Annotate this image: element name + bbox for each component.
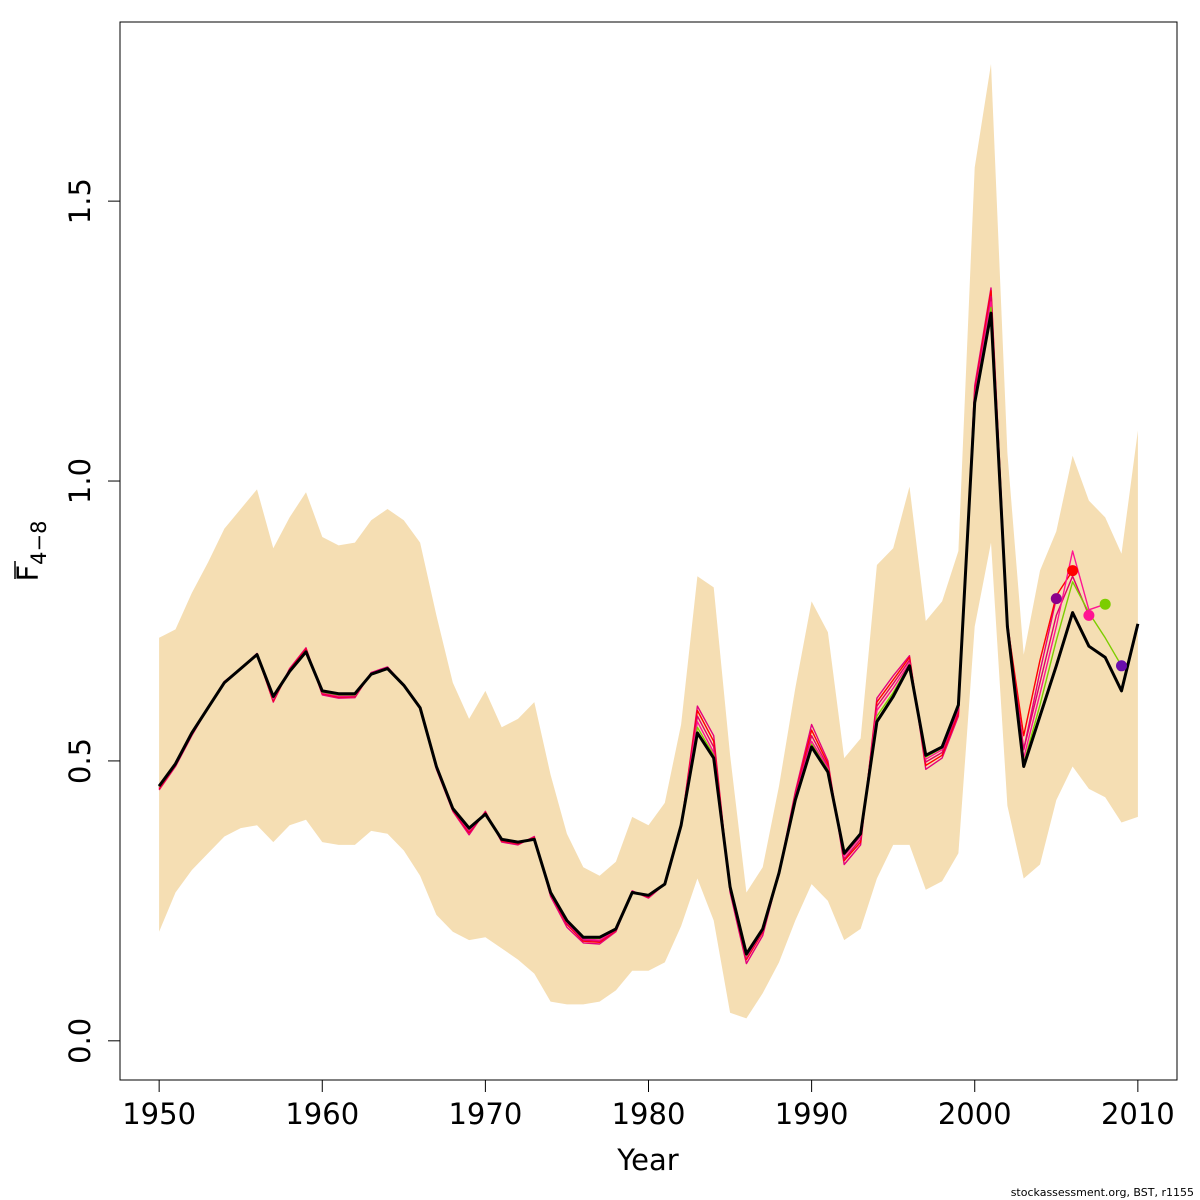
x-tick-label: 1950 [122,1097,196,1131]
y-axis-title: F4−8 [11,520,51,581]
y-axis-title-subscript: 4−8 [27,520,51,564]
y-tick-label: 1.0 [63,458,97,504]
footer-credit: stockassessment.org, BST, r1155 [1011,1186,1194,1199]
x-tick-label: 1960 [285,1097,359,1131]
retro-endpoint-4 [1099,598,1111,610]
x-tick-label: 2000 [938,1097,1012,1131]
svg-text:F4−8: F4−8 [11,520,51,581]
x-axis-title: Year [616,1143,678,1177]
retro-endpoint-5 [1116,660,1127,672]
x-tick-label: 2010 [1101,1097,1175,1131]
x-axis: 1950 1960 1970 1980 1990 2000 2010 [122,1079,1175,1131]
retro-endpoints-layer [1050,565,1127,672]
x-tick-label: 1990 [775,1097,849,1131]
retro-endpoint-2 [1067,565,1079,577]
x-tick-label: 1980 [612,1097,686,1131]
main-line-layer [157,311,1140,956]
confidence-band [159,64,1138,1019]
retro-endpoint-1 [1050,593,1062,605]
plot-area [157,64,1140,1019]
series-line-main [157,311,1140,956]
y-axis: 0.0 0.5 1.0 1.5 [63,178,121,1064]
y-tick-label: 0.0 [63,1018,97,1064]
x-tick-label: 1970 [448,1097,522,1131]
y-tick-label: 0.5 [63,738,97,784]
confidence-band-layer [159,64,1138,1019]
y-tick-label: 1.5 [63,178,97,224]
retro-endpoint-3 [1083,609,1095,621]
y-axis-title-symbol: F [11,565,45,582]
